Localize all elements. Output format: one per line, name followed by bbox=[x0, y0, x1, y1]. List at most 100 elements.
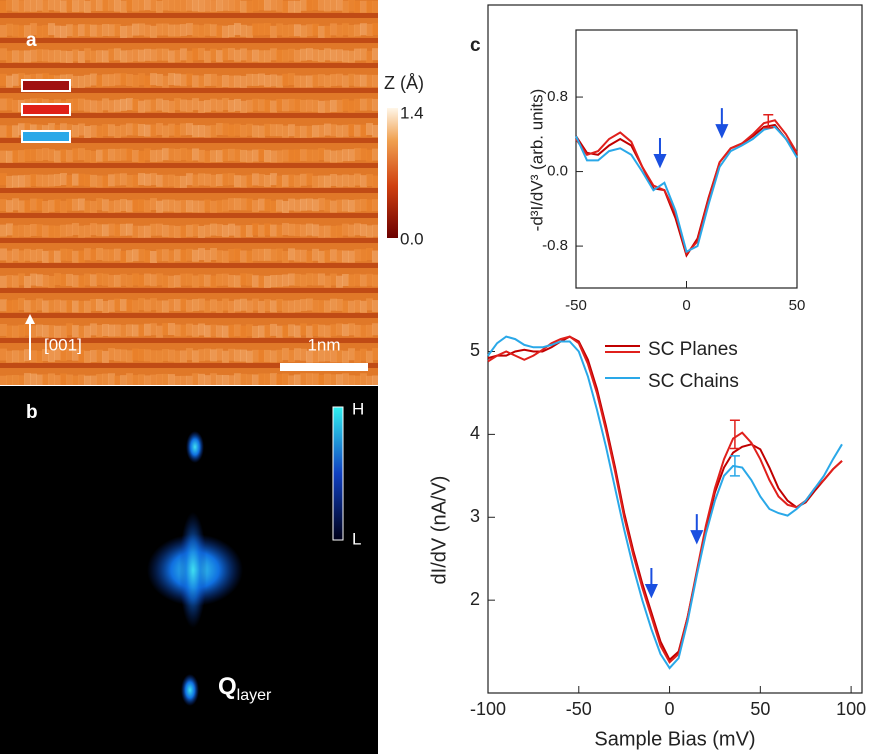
stripe-cell bbox=[144, 349, 151, 362]
stripe-cell bbox=[30, 300, 37, 313]
stripe-cell bbox=[258, 50, 265, 63]
arrow bbox=[644, 568, 658, 599]
stripe-cell bbox=[324, 100, 331, 113]
stripe-cell bbox=[360, 325, 367, 338]
stripe-cell bbox=[366, 350, 373, 363]
stripe-cell bbox=[240, 250, 247, 263]
stripe-cell bbox=[60, 224, 67, 237]
stripe-cell bbox=[42, 148, 49, 161]
stripe-cell bbox=[300, 249, 307, 262]
stripe-cell bbox=[72, 375, 79, 385]
stripe-cell bbox=[204, 199, 211, 212]
stripe-cell bbox=[42, 25, 49, 38]
stripe-cell bbox=[162, 373, 169, 385]
stripe-cell bbox=[258, 349, 265, 362]
stripe-cell bbox=[126, 274, 133, 287]
stripe-cell bbox=[246, 324, 253, 337]
stripe-cell bbox=[12, 374, 19, 385]
stripe-cell bbox=[120, 375, 127, 385]
stripe-cell bbox=[18, 324, 25, 337]
stripe-cell bbox=[252, 0, 259, 12]
stripe-cell bbox=[132, 375, 139, 385]
stripe-cell bbox=[222, 98, 229, 111]
stripe-cell bbox=[156, 249, 163, 262]
stripe-cell bbox=[66, 273, 73, 286]
stripe-cell bbox=[222, 250, 229, 263]
stripe-cell bbox=[18, 50, 25, 63]
stripe-cell bbox=[24, 323, 31, 336]
stripe-cell bbox=[156, 123, 163, 136]
stripe-cell bbox=[54, 273, 61, 286]
stripe-cell bbox=[264, 174, 271, 187]
stripe-cell bbox=[264, 0, 271, 11]
stripe-cell bbox=[30, 49, 37, 62]
stripe-cell bbox=[348, 250, 355, 263]
stripe-cell bbox=[144, 250, 151, 263]
stripe-cell bbox=[156, 48, 163, 61]
stripe-cell bbox=[162, 199, 169, 212]
stripe-cell bbox=[276, 325, 283, 338]
stripe-cell bbox=[294, 224, 301, 237]
stripe-cell bbox=[66, 323, 73, 336]
stripe-cell bbox=[126, 200, 133, 213]
stripe-cell bbox=[0, 323, 7, 336]
stripe-cell bbox=[228, 274, 235, 287]
stripe-cell bbox=[336, 175, 343, 188]
stripe-cell bbox=[156, 223, 163, 236]
stripe-cell bbox=[138, 150, 145, 163]
stripe-cell bbox=[330, 324, 337, 337]
stripe-trough bbox=[0, 288, 378, 293]
stripe-cell bbox=[330, 249, 337, 262]
stripe-cell bbox=[294, 24, 301, 37]
colorbar bbox=[387, 108, 398, 238]
stripe-cell bbox=[48, 0, 55, 11]
stripe-cell bbox=[12, 275, 19, 288]
stripe-cell bbox=[66, 149, 73, 162]
stripe-cell bbox=[108, 223, 115, 236]
stripe-cell bbox=[54, 225, 61, 238]
stripe-cell bbox=[258, 224, 265, 237]
stripe-cell bbox=[108, 373, 115, 385]
stripe-cell bbox=[168, 349, 175, 362]
stripe-cell bbox=[78, 148, 85, 161]
stripe-cell bbox=[150, 374, 157, 385]
stripe-cell bbox=[30, 198, 37, 211]
stripe-cell bbox=[192, 350, 199, 363]
stripe-cell bbox=[276, 49, 283, 62]
stripe-cell bbox=[102, 74, 109, 87]
stripe-cell bbox=[102, 373, 109, 385]
stripe-cell bbox=[60, 274, 67, 287]
stripe-cell bbox=[348, 149, 355, 162]
stripe-cell bbox=[270, 200, 277, 213]
stripe-cell bbox=[312, 350, 319, 363]
stripe-cell bbox=[138, 374, 145, 385]
stripe-cell bbox=[204, 50, 211, 63]
stripe-cell bbox=[60, 0, 67, 13]
stripe-cell bbox=[126, 123, 133, 136]
stripe-cell bbox=[168, 100, 175, 113]
stripe-cell bbox=[294, 325, 301, 338]
stripe-cell bbox=[246, 99, 253, 112]
stripe-cell bbox=[366, 149, 373, 162]
stripe-cell bbox=[42, 325, 49, 338]
stripe-cell bbox=[0, 98, 7, 111]
stripe-cell bbox=[336, 275, 343, 288]
stripe-cell bbox=[252, 223, 259, 236]
stripe-cell bbox=[270, 150, 277, 163]
stripe-cell bbox=[288, 124, 295, 137]
stripe-cell bbox=[90, 200, 97, 213]
stripe-cell bbox=[186, 375, 193, 385]
stripe-cell bbox=[354, 199, 361, 212]
stripe-cell bbox=[174, 0, 181, 12]
stripe-cell bbox=[228, 248, 235, 261]
stripe-cell bbox=[66, 50, 73, 63]
stripe-cell bbox=[312, 248, 319, 261]
stripe-cell bbox=[198, 274, 205, 287]
stripe-cell bbox=[204, 300, 211, 313]
stripe-cell bbox=[24, 149, 31, 162]
stripe-cell bbox=[48, 123, 55, 136]
stripe-trough bbox=[0, 363, 378, 368]
series-line bbox=[487, 335, 843, 670]
stripe-cell bbox=[108, 299, 115, 312]
stripe-cell bbox=[84, 325, 91, 338]
